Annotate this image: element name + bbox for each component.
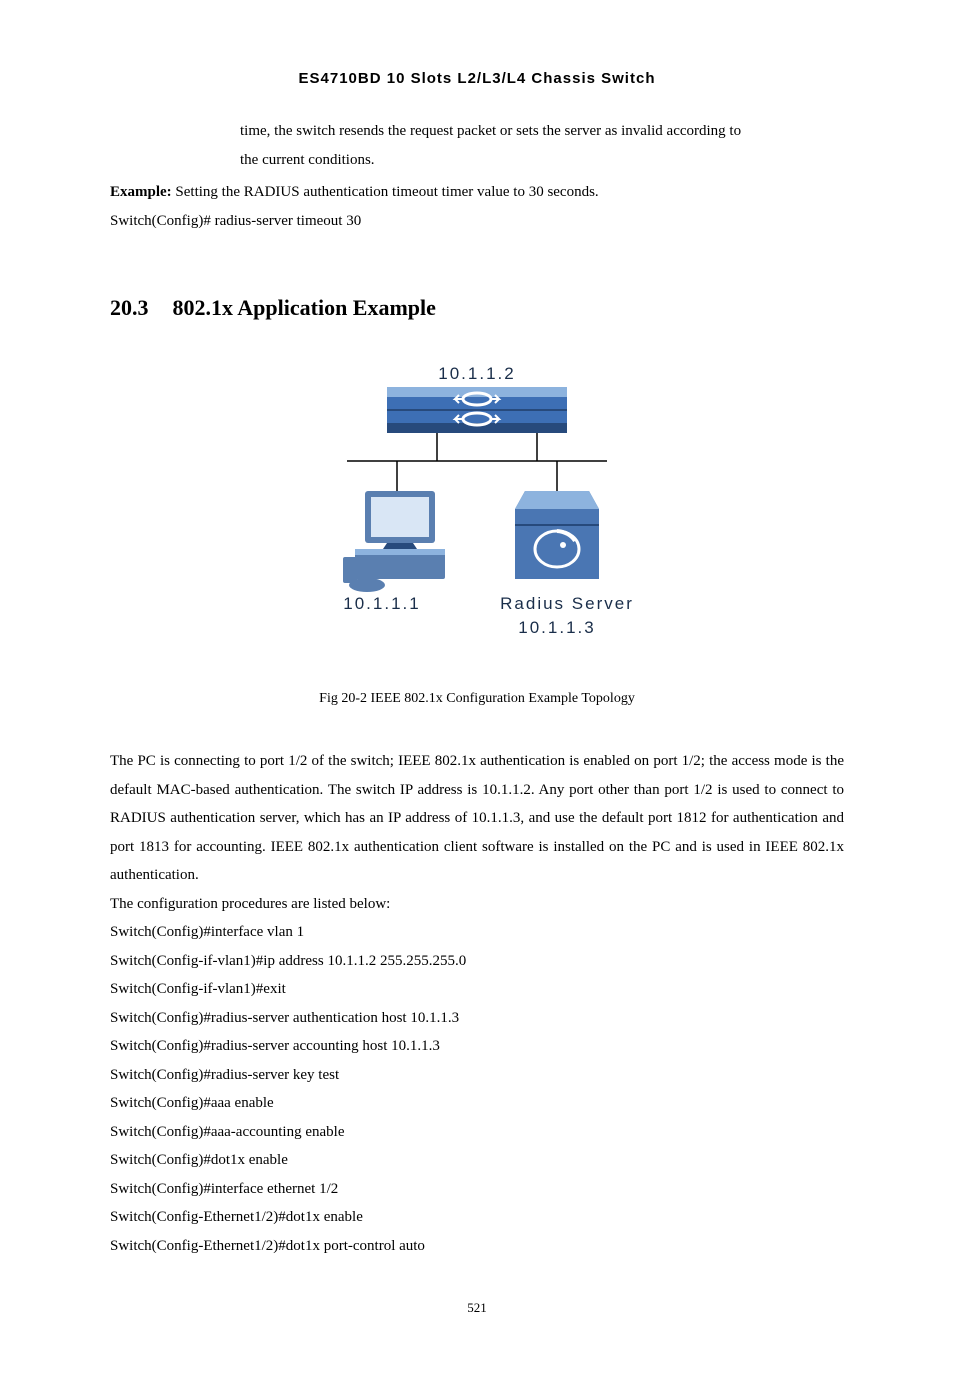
config-line: Switch(Config)#interface ethernet 1/2 (110, 1175, 844, 1204)
config-line: Switch(Config)#aaa enable (110, 1089, 844, 1118)
topology-diagram: 10.1.1.2 (267, 361, 687, 651)
config-line: Switch(Config)#radius-server key test (110, 1061, 844, 1090)
radius-ip-label: 10.1.1.3 (518, 618, 595, 637)
page-container: ES4710BD 10 Slots L2/L3/L4 Chassis Switc… (0, 0, 954, 1376)
section-heading: 20.3 802.1x Application Example (110, 295, 844, 321)
config-line: Switch(Config-Ethernet1/2)#dot1x port-co… (110, 1232, 844, 1261)
example-text: Setting the RADIUS authentication timeou… (172, 184, 599, 200)
example-label: Example: (110, 184, 172, 200)
config-line: Switch(Config)#dot1x enable (110, 1146, 844, 1175)
config-line: Switch(Config-Ethernet1/2)#dot1x enable (110, 1203, 844, 1232)
document-header: ES4710BD 10 Slots L2/L3/L4 Chassis Switc… (110, 70, 844, 87)
config-line: Switch(Config)#radius-server accounting … (110, 1032, 844, 1061)
pc-ip-label: 10.1.1.1 (343, 594, 420, 613)
config-intro: The configuration procedures are listed … (110, 890, 844, 919)
example-command: Switch(Config)# radius-server timeout 30 (110, 207, 844, 236)
description-paragraph: The PC is connecting to port 1/2 of the … (110, 747, 844, 890)
config-line: Switch(Config-if-vlan1)#exit (110, 975, 844, 1004)
topology-figure: 10.1.1.2 (110, 361, 844, 707)
continuation-text-2: the current conditions. (240, 146, 844, 175)
switch-ip-label: 10.1.1.2 (438, 364, 515, 383)
config-line: Switch(Config)#interface vlan 1 (110, 918, 844, 947)
section-number: 20.3 (110, 295, 149, 320)
config-line: Switch(Config-if-vlan1)#ip address 10.1.… (110, 947, 844, 976)
switch-icon (387, 387, 567, 433)
continuation-text-1: time, the switch resends the request pac… (240, 117, 844, 146)
config-line: Switch(Config)#aaa-accounting enable (110, 1118, 844, 1147)
server-icon (515, 491, 599, 579)
radius-label: Radius Server (500, 594, 634, 613)
example-line: Example: Setting the RADIUS authenticati… (110, 178, 844, 207)
section-title: 802.1x Application Example (173, 295, 436, 320)
config-block: Switch(Config)#interface vlan 1Switch(Co… (110, 918, 844, 1260)
page-number: 521 (110, 1300, 844, 1316)
pc-icon (343, 491, 445, 592)
config-line: Switch(Config)#radius-server authenticat… (110, 1004, 844, 1033)
figure-caption: Fig 20-2 IEEE 802.1x Configuration Examp… (110, 691, 844, 707)
